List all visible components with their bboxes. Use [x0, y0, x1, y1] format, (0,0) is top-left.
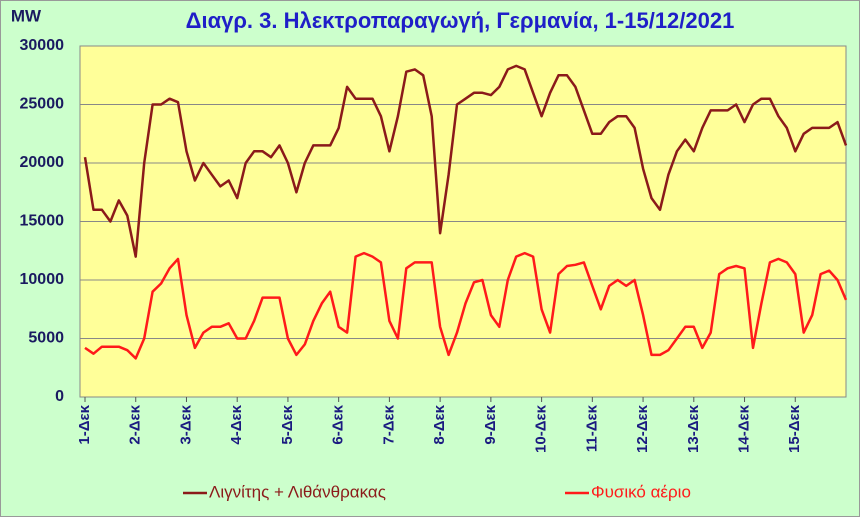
- line-series: [83, 64, 848, 258]
- chart-title: Διαγρ. 3. Ηλεκτροπαραγωγή, Γερμανία, 1-1…: [186, 8, 735, 33]
- y-tick-label: 10000: [20, 271, 65, 288]
- x-tick-label: 10-Δεκ: [533, 404, 550, 453]
- x-tick-label: 3-Δεκ: [177, 404, 194, 444]
- y-tick-label: 5000: [28, 330, 64, 347]
- x-tick-label: 5-Δεκ: [279, 404, 296, 444]
- line-series: [84, 251, 848, 360]
- y-tick-label: 0: [55, 388, 64, 405]
- y-tick-label: 30000: [20, 37, 65, 54]
- x-tick-label: 2-Δεκ: [127, 404, 144, 444]
- x-tick-label: 13-Δεκ: [685, 404, 702, 453]
- x-tick-label: 7-Δεκ: [380, 404, 397, 444]
- x-tick-label: 15-Δεκ: [786, 404, 803, 453]
- y-tick-label: 15000: [20, 213, 65, 230]
- x-tick-label: 4-Δεκ: [228, 404, 245, 444]
- y-tick-label: 25000: [20, 96, 65, 113]
- x-tick-label: 8-Δεκ: [431, 404, 448, 444]
- x-tick-label: 12-Δεκ: [634, 404, 651, 453]
- legend-label: Φυσικό αέριο: [591, 482, 691, 501]
- x-tick-label: 1-Δεκ: [76, 404, 93, 444]
- y-tick-label: 20000: [20, 154, 65, 171]
- y-axis-label: MW: [11, 6, 42, 25]
- x-tick-label: 9-Δεκ: [482, 404, 499, 444]
- legend-label: Λιγνίτης + Λιθάνθρακας: [209, 482, 386, 501]
- x-tick-label: 6-Δεκ: [330, 404, 347, 444]
- x-tick-label: 11-Δεκ: [583, 404, 600, 452]
- x-tick-label: 14-Δεκ: [736, 404, 753, 453]
